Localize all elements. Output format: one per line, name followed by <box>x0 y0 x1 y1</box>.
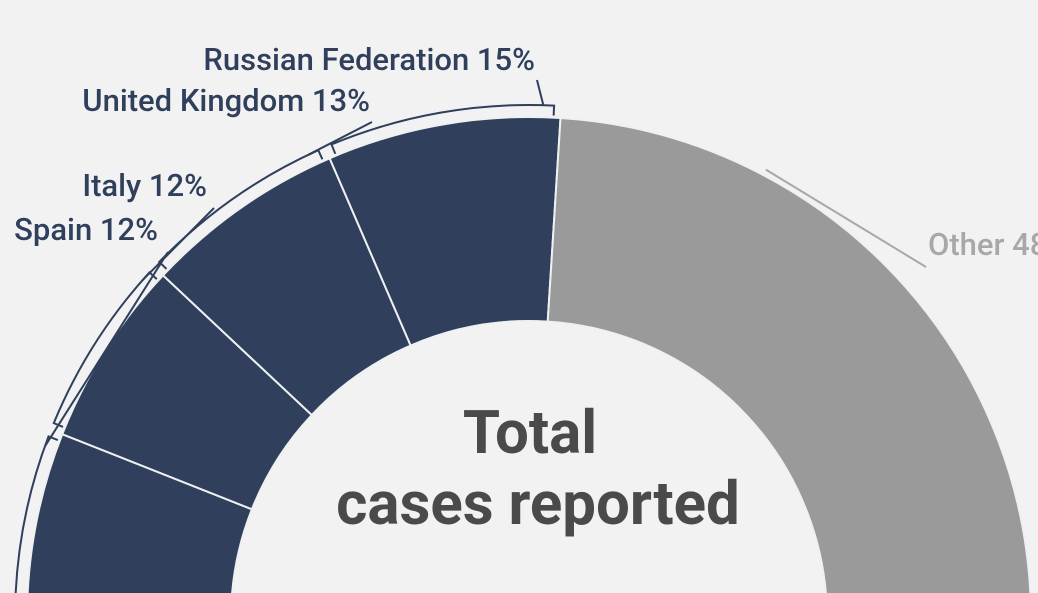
leader-line <box>536 79 545 106</box>
leader-line <box>308 121 373 156</box>
leader-line <box>43 251 169 448</box>
leader-line <box>765 168 927 268</box>
segment-label: Spain 12% <box>14 211 158 248</box>
labels: Spain 12% Italy 12% United Kingdom 13% Russ… <box>14 41 1038 593</box>
label-bracket <box>330 104 556 155</box>
center-line: Total <box>463 397 597 468</box>
segment <box>546 116 1032 593</box>
segment-label: Other 48% <box>928 226 1038 263</box>
segments <box>26 116 1032 593</box>
segment-label: United Kingdom 13% <box>82 82 370 119</box>
segment-label: Russian Federation 15% <box>203 41 535 78</box>
center-line: cases reported <box>336 468 740 539</box>
segment-label: Italy 12% <box>82 167 207 204</box>
